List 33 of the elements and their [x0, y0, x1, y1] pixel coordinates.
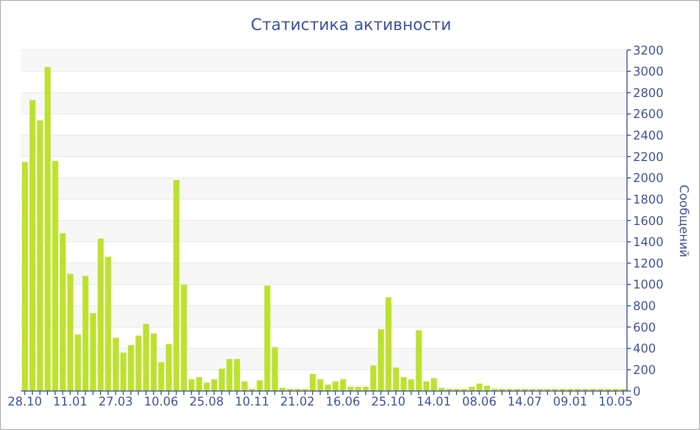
y-tick-label: 1400	[633, 235, 664, 250]
x-tick-label: 21.02	[280, 394, 315, 409]
y-tick-label: 1000	[633, 278, 664, 292]
x-tick-label: 16.06	[326, 394, 360, 409]
y-tick-label: 1800	[633, 192, 664, 206]
y-tick-label: 600	[633, 320, 656, 334]
y-tick-label: 400	[633, 342, 656, 356]
y-tick-label: 3200	[633, 43, 664, 58]
y-tick-label: 0	[633, 384, 641, 398]
y-tick-label: 200	[633, 362, 656, 377]
x-tick-label: 28.10	[8, 394, 42, 409]
x-tick-label: 10.06	[144, 394, 178, 409]
y-tick-label: 2400	[633, 128, 664, 143]
x-tick-label: 08.06	[462, 394, 496, 409]
y-tick-label: 2200	[633, 150, 664, 164]
x-tick-label: 25.08	[189, 394, 224, 409]
x-tick-label: 25.10	[371, 394, 406, 409]
x-tick-label: 27.03	[98, 394, 133, 409]
y-tick-label: 2000	[633, 171, 664, 186]
y-tick-label: 800	[633, 299, 656, 314]
x-tick-label: 11.01	[53, 394, 88, 409]
y-tick-label: 1600	[633, 214, 664, 228]
x-tick-label: 14.07	[508, 394, 542, 409]
chart-title: Статистика активности	[250, 15, 452, 34]
y-axis-title: Сообщений	[677, 184, 691, 258]
y-tick-label: 3000	[633, 64, 664, 79]
y-tick-label: 1200	[633, 256, 664, 270]
x-tick-label: 10.05	[598, 394, 633, 409]
x-tick-label: 09.01	[553, 394, 588, 409]
y-tick-label: 2800	[633, 86, 664, 100]
x-tick-label: 10.11	[234, 394, 270, 409]
y-tick-label: 2600	[633, 107, 664, 122]
x-tick-label: 14.01	[416, 394, 452, 409]
